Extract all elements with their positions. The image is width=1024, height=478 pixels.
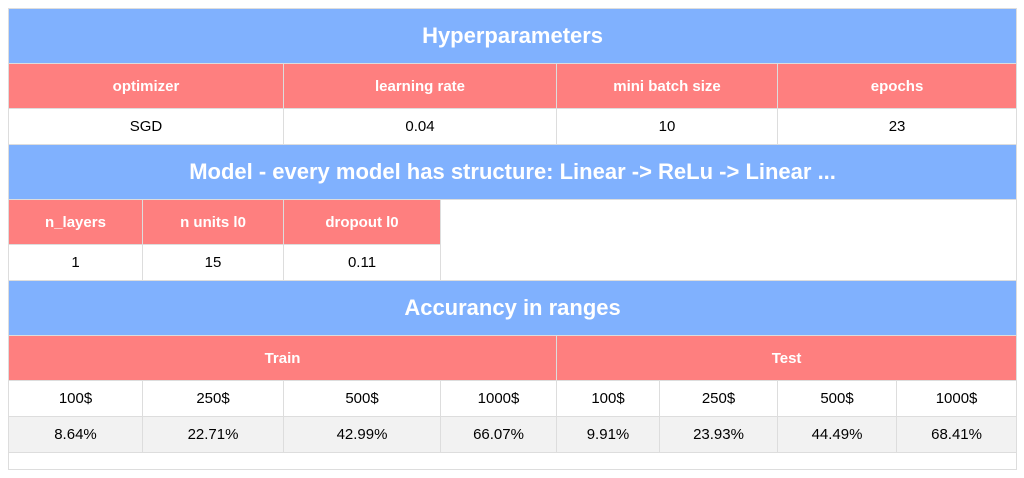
value-mini-batch-size: 10 <box>556 108 778 145</box>
hyperparameters-title: Hyperparameters <box>7 8 1018 64</box>
test-accuracy-500: 44.49% <box>777 416 897 453</box>
test-range-1000: 1000$ <box>895 380 1018 417</box>
value-learning-rate: 0.04 <box>283 108 557 145</box>
header-dropout-l0: dropout l0 <box>283 199 441 245</box>
test-accuracy-100: 9.91% <box>556 416 660 453</box>
value-dropout-l0: 0.11 <box>283 244 441 281</box>
header-mini-batch-size: mini batch size <box>556 63 778 109</box>
test-range-500: 500$ <box>777 380 897 417</box>
train-range-500: 500$ <box>283 380 441 417</box>
test-accuracy-250: 23.93% <box>659 416 778 453</box>
model-title: Model - every model has structure: Linea… <box>7 144 1018 200</box>
train-accuracy-1000: 66.07% <box>440 416 557 453</box>
test-range-250: 250$ <box>659 380 778 417</box>
header-epochs: epochs <box>776 63 1018 109</box>
train-accuracy-100: 8.64% <box>8 416 143 453</box>
header-test: Test <box>555 335 1018 381</box>
header-n-units-l0: n units l0 <box>142 199 284 245</box>
test-range-100: 100$ <box>556 380 660 417</box>
train-accuracy-500: 42.99% <box>283 416 441 453</box>
train-range-100: 100$ <box>8 380 143 417</box>
value-epochs: 23 <box>776 108 1018 145</box>
results-table: Hyperparameters optimizer learning rate … <box>7 8 1018 470</box>
value-n-units-l0: 15 <box>142 244 284 281</box>
accuracy-title: Accurancy in ranges <box>7 280 1018 336</box>
table-footer-row <box>7 452 1018 470</box>
test-accuracy-1000: 68.41% <box>895 416 1018 453</box>
header-n-layers: n_layers <box>8 199 143 245</box>
header-learning-rate: learning rate <box>283 63 557 109</box>
model-empty-area <box>439 199 1018 281</box>
train-accuracy-250: 22.71% <box>142 416 284 453</box>
results-table-container: Hyperparameters optimizer learning rate … <box>7 8 1018 470</box>
value-optimizer: SGD <box>8 108 284 145</box>
train-range-1000: 1000$ <box>440 380 557 417</box>
value-n-layers: 1 <box>8 244 143 281</box>
header-train: Train <box>8 335 557 381</box>
train-range-250: 250$ <box>142 380 284 417</box>
header-optimizer: optimizer <box>8 63 284 109</box>
